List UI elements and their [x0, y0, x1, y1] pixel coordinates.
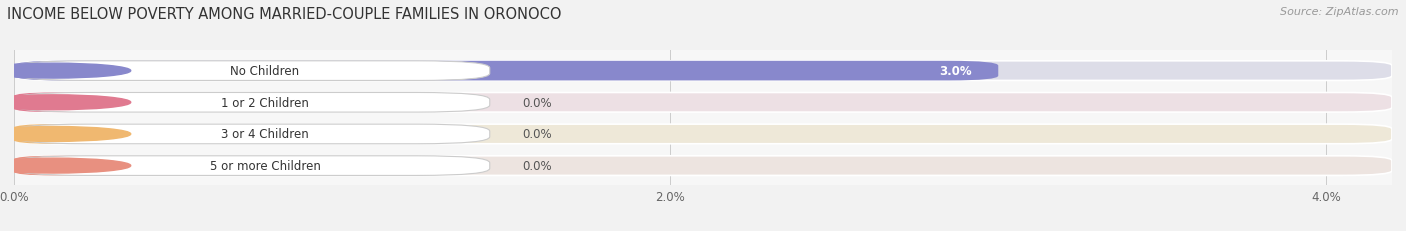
FancyBboxPatch shape [14, 125, 105, 144]
Text: 3.0%: 3.0% [939, 65, 972, 78]
FancyBboxPatch shape [14, 156, 489, 176]
FancyBboxPatch shape [14, 61, 1392, 81]
FancyBboxPatch shape [14, 61, 998, 81]
FancyBboxPatch shape [14, 156, 1392, 176]
FancyBboxPatch shape [14, 61, 489, 81]
FancyBboxPatch shape [14, 93, 1392, 112]
Text: No Children: No Children [231, 65, 299, 78]
Circle shape [0, 127, 131, 142]
Text: 1 or 2 Children: 1 or 2 Children [221, 96, 309, 109]
Text: 3 or 4 Children: 3 or 4 Children [221, 128, 309, 141]
Circle shape [0, 158, 131, 173]
Circle shape [0, 95, 131, 110]
Text: 0.0%: 0.0% [523, 96, 553, 109]
FancyBboxPatch shape [14, 156, 105, 176]
FancyBboxPatch shape [14, 93, 489, 112]
FancyBboxPatch shape [14, 125, 489, 144]
Text: 0.0%: 0.0% [523, 128, 553, 141]
FancyBboxPatch shape [14, 125, 1392, 144]
Text: Source: ZipAtlas.com: Source: ZipAtlas.com [1281, 7, 1399, 17]
Circle shape [0, 64, 131, 79]
Text: INCOME BELOW POVERTY AMONG MARRIED-COUPLE FAMILIES IN ORONOCO: INCOME BELOW POVERTY AMONG MARRIED-COUPL… [7, 7, 561, 22]
Text: 0.0%: 0.0% [523, 159, 553, 172]
Text: 5 or more Children: 5 or more Children [209, 159, 321, 172]
FancyBboxPatch shape [14, 93, 105, 112]
